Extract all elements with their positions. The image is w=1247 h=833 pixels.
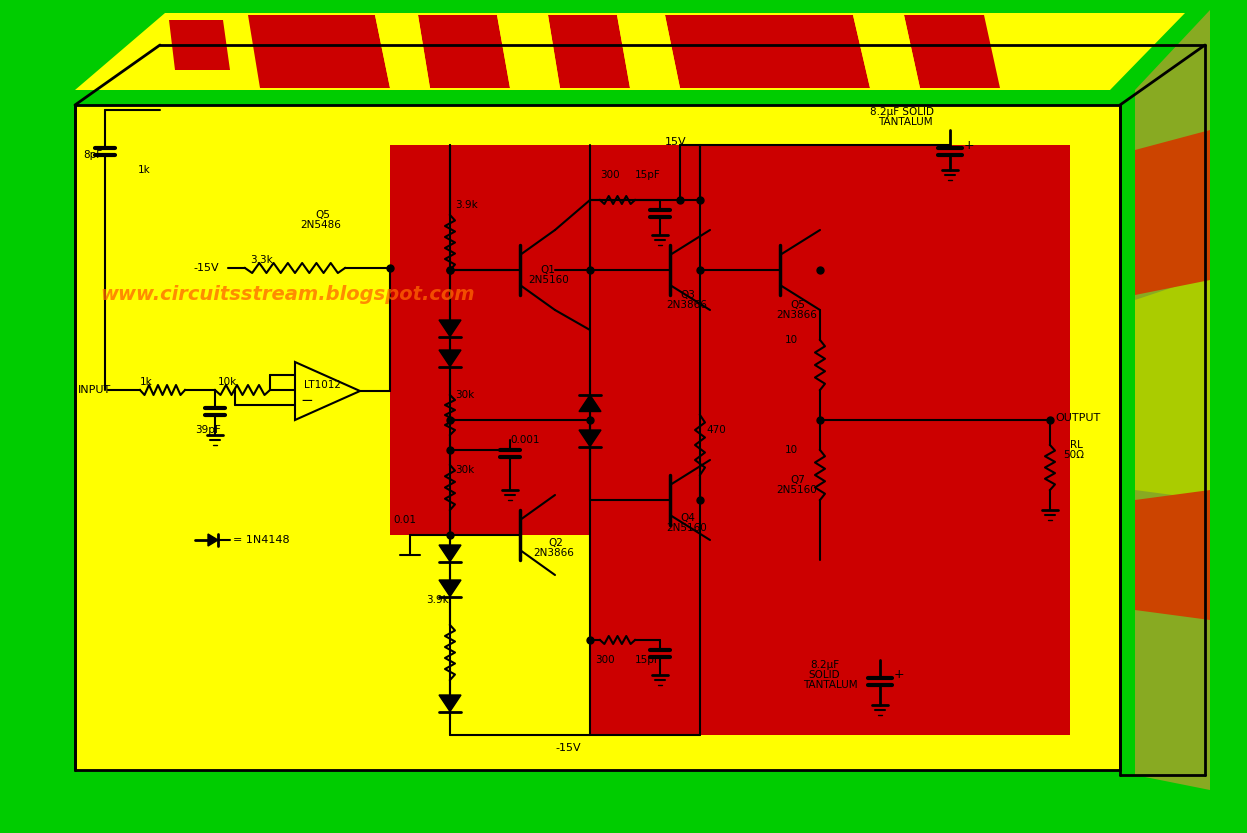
Polygon shape bbox=[170, 20, 229, 70]
Polygon shape bbox=[579, 395, 601, 412]
Text: 3.9k: 3.9k bbox=[426, 595, 449, 605]
Text: 15pF: 15pF bbox=[635, 655, 661, 665]
Text: +: + bbox=[964, 138, 975, 152]
Text: INPUT: INPUT bbox=[79, 385, 111, 395]
Polygon shape bbox=[1135, 130, 1210, 295]
Polygon shape bbox=[418, 15, 510, 88]
Text: 10: 10 bbox=[786, 335, 798, 345]
Polygon shape bbox=[439, 545, 461, 561]
Text: 1k: 1k bbox=[140, 377, 152, 387]
Polygon shape bbox=[296, 362, 360, 420]
Bar bbox=[390, 145, 1070, 735]
Bar bbox=[75, 105, 1120, 770]
Text: 15pF: 15pF bbox=[635, 170, 661, 180]
Text: +: + bbox=[894, 669, 904, 681]
Text: 30k: 30k bbox=[455, 465, 474, 475]
Text: Q3: Q3 bbox=[680, 290, 695, 300]
Text: Q5: Q5 bbox=[791, 300, 804, 310]
Text: 0.01: 0.01 bbox=[393, 515, 416, 525]
Polygon shape bbox=[55, 10, 1210, 90]
Text: 2N5160: 2N5160 bbox=[666, 523, 707, 533]
Text: 15V: 15V bbox=[665, 137, 687, 147]
Text: TANTALUM: TANTALUM bbox=[878, 117, 933, 127]
Polygon shape bbox=[439, 695, 461, 711]
Text: 300: 300 bbox=[595, 655, 615, 665]
Polygon shape bbox=[75, 13, 1185, 90]
Bar bbox=[55, 90, 1135, 775]
Text: 2N5160: 2N5160 bbox=[776, 485, 817, 495]
Text: Q1: Q1 bbox=[540, 265, 555, 275]
Polygon shape bbox=[617, 15, 680, 88]
Text: 30k: 30k bbox=[455, 390, 474, 400]
Text: 8pF: 8pF bbox=[84, 150, 102, 160]
Polygon shape bbox=[547, 15, 630, 88]
Text: Q4: Q4 bbox=[680, 513, 695, 523]
Text: 8.2µF SOLID: 8.2µF SOLID bbox=[870, 107, 934, 117]
Text: 3.3k: 3.3k bbox=[249, 255, 273, 265]
Text: 2N3866: 2N3866 bbox=[532, 548, 574, 558]
Polygon shape bbox=[1135, 275, 1210, 500]
Polygon shape bbox=[439, 320, 461, 337]
Text: 0.001: 0.001 bbox=[510, 435, 540, 445]
Polygon shape bbox=[439, 350, 461, 367]
Text: 3.9k: 3.9k bbox=[455, 200, 478, 210]
Text: 300: 300 bbox=[600, 170, 620, 180]
Text: OUTPUT: OUTPUT bbox=[1055, 413, 1100, 423]
Polygon shape bbox=[498, 15, 560, 88]
Bar bbox=[390, 535, 590, 735]
Polygon shape bbox=[904, 15, 1000, 88]
Text: 2N5160: 2N5160 bbox=[527, 275, 569, 285]
Text: Q7: Q7 bbox=[791, 475, 804, 485]
Polygon shape bbox=[853, 15, 920, 88]
Polygon shape bbox=[665, 15, 870, 88]
Polygon shape bbox=[208, 534, 218, 546]
Polygon shape bbox=[248, 15, 390, 88]
Text: 2N3866: 2N3866 bbox=[776, 310, 817, 320]
Text: www.circuitsstream.blogspot.com: www.circuitsstream.blogspot.com bbox=[100, 285, 475, 304]
Polygon shape bbox=[439, 580, 461, 596]
Polygon shape bbox=[579, 430, 601, 446]
Text: 10k: 10k bbox=[218, 377, 237, 387]
Text: LT1012: LT1012 bbox=[304, 380, 340, 390]
Text: 8.2µF: 8.2µF bbox=[811, 660, 839, 670]
Text: 39pF: 39pF bbox=[195, 425, 221, 435]
Text: 10: 10 bbox=[786, 445, 798, 455]
Text: 2N5486: 2N5486 bbox=[301, 220, 340, 230]
Text: -15V: -15V bbox=[193, 263, 218, 273]
Text: 1k: 1k bbox=[138, 165, 151, 175]
Text: SOLID: SOLID bbox=[808, 670, 839, 680]
Polygon shape bbox=[1135, 10, 1210, 790]
Text: 50Ω: 50Ω bbox=[1062, 450, 1084, 460]
Text: 470: 470 bbox=[706, 425, 726, 435]
Text: -15V: -15V bbox=[555, 743, 581, 753]
Text: TANTALUM: TANTALUM bbox=[803, 680, 858, 690]
Polygon shape bbox=[1135, 490, 1210, 620]
Text: Q2: Q2 bbox=[547, 538, 562, 548]
Text: RL: RL bbox=[1070, 440, 1082, 450]
Text: = 1N4148: = 1N4148 bbox=[233, 535, 289, 545]
Text: −: − bbox=[301, 392, 313, 407]
Text: 2N3866: 2N3866 bbox=[666, 300, 707, 310]
Text: Q5: Q5 bbox=[315, 210, 330, 220]
Polygon shape bbox=[375, 15, 430, 88]
